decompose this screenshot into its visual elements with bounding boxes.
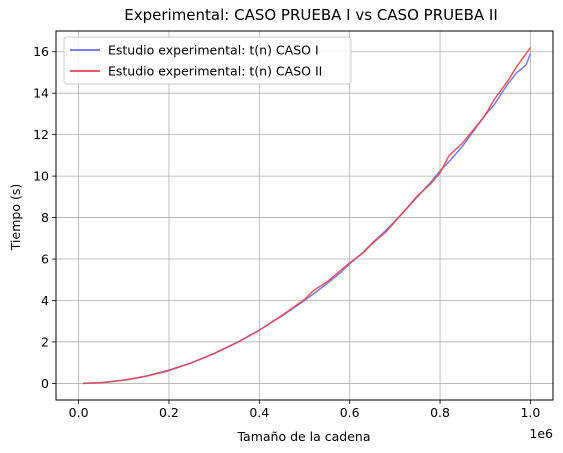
y-tick-label: 6	[41, 252, 49, 267]
y-tick-label: 2	[41, 334, 49, 349]
plot-area-frame	[55, 30, 554, 401]
x-tick-label: 0.6	[340, 405, 360, 420]
x-tick-label: 1.0	[520, 405, 540, 420]
y-tick-label: 8	[41, 210, 49, 225]
axis-ticks: 0.0 0.2 0.4 0.6 0.8 1.0 0 2 4 6 8 10 12 14 16	[33, 44, 540, 420]
y-tick-label: 16	[33, 44, 49, 59]
legend-box	[63, 36, 352, 85]
legend-label-caso-ii: Estudio experimental: t(n) CASO II	[108, 64, 322, 79]
y-tick-label: 12	[33, 127, 49, 142]
y-tick-label: 4	[41, 293, 49, 308]
x-axis-label: Tamaño de la cadena	[236, 429, 370, 444]
x-tick-label: 0.8	[430, 405, 450, 420]
x-tick-label: 0.4	[249, 405, 269, 420]
x-tick-label: 0.2	[159, 405, 179, 420]
y-tick-label: 10	[33, 169, 49, 184]
series-lines	[83, 47, 532, 385]
x-tick-label: 0.0	[69, 405, 89, 420]
chart-title: Experimental: CASO PRUEBA I vs CASO PRUE…	[124, 6, 498, 24]
x-offset-label: 1e6	[529, 426, 553, 441]
legend: Estudio experimental: t(n) CASO I Estudi…	[63, 36, 352, 85]
y-axis-label: Tiempo (s)	[8, 184, 23, 251]
y-tick-label: 0	[41, 376, 49, 391]
series-line-caso-ii	[83, 47, 532, 385]
y-tick-label: 14	[33, 86, 49, 101]
legend-label-caso-i: Estudio experimental: t(n) CASO I	[108, 43, 319, 58]
